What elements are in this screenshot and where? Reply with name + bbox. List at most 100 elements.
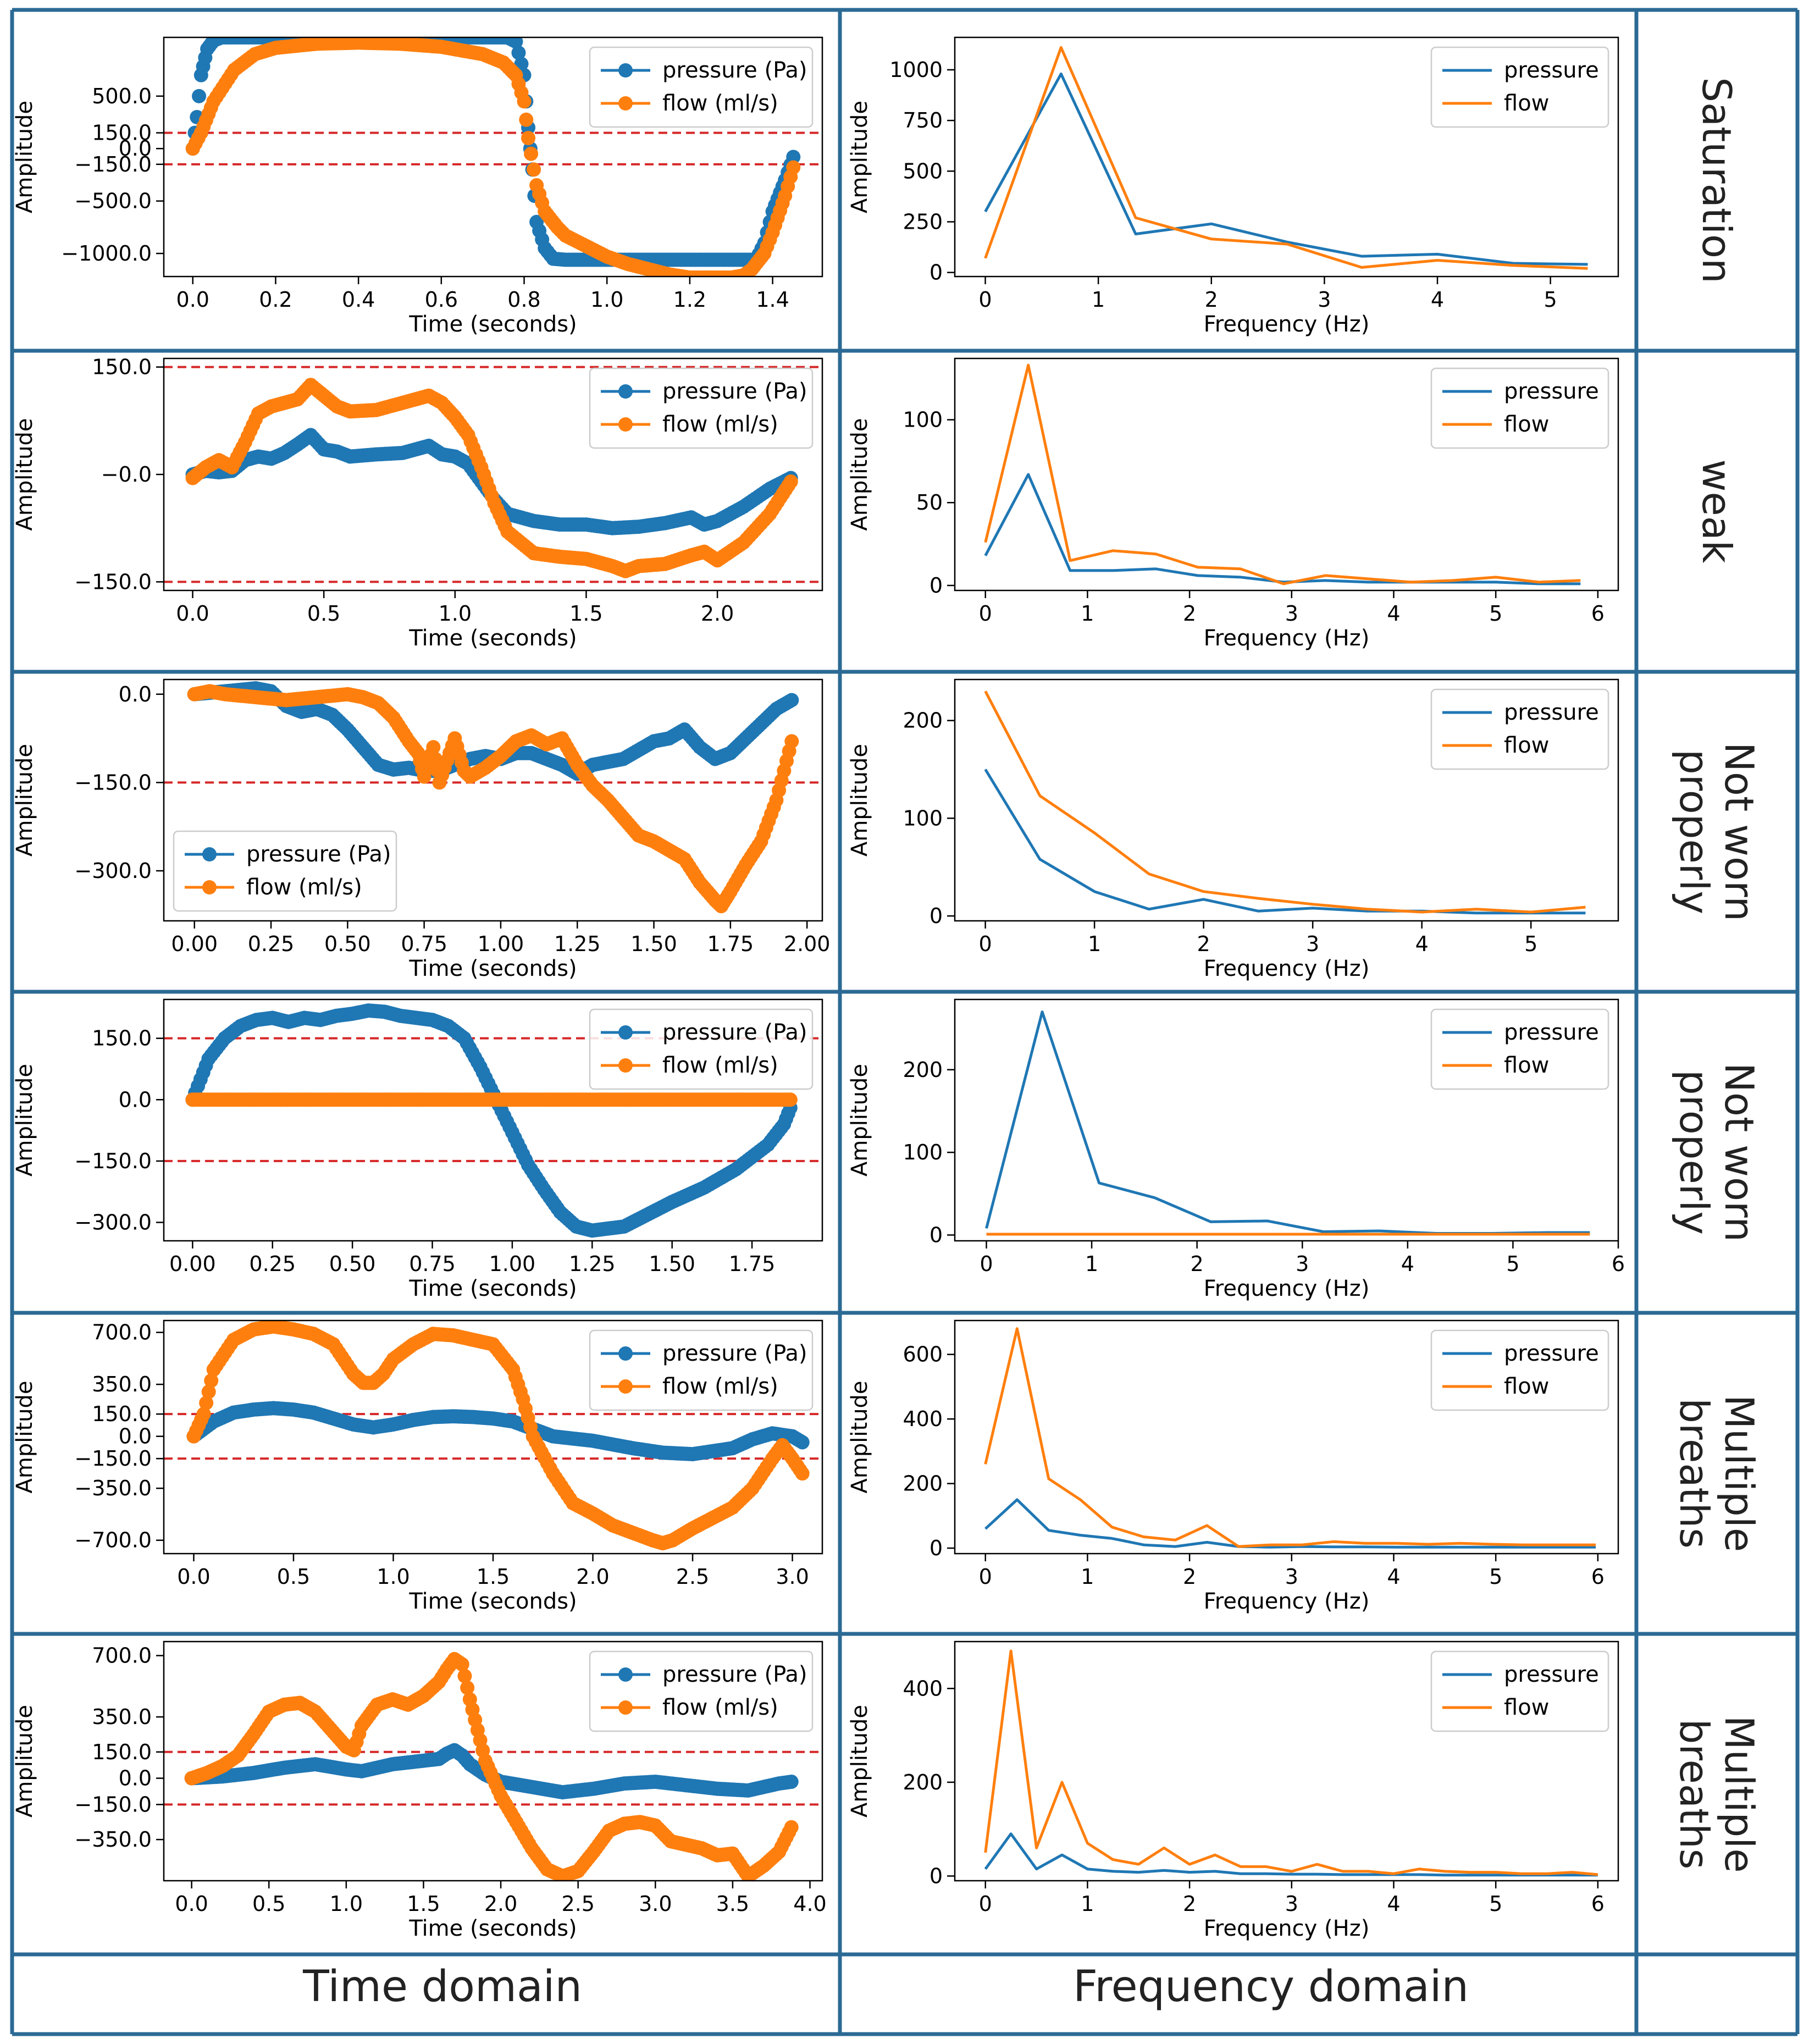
x-axis-label: Time (seconds) xyxy=(408,312,577,337)
legend-marker xyxy=(618,1667,633,1682)
x-axis-label: Time (seconds) xyxy=(408,1916,577,1941)
legend-box xyxy=(589,46,814,128)
legend: pressure (Pa) flow (ml/s) xyxy=(173,830,397,912)
y-tick-label: −350.0 xyxy=(74,1827,152,1852)
legend-label: pressure (Pa) xyxy=(662,1662,807,1687)
x-tick-label: 4 xyxy=(1415,932,1429,956)
x-tick-label: 0 xyxy=(979,601,992,626)
y-tick-label: 400 xyxy=(903,1676,943,1700)
freq-panel: 0 1 2 3 4 5 0 250 500 750 1000 Frequency (Hz) Amplit… xyxy=(847,36,1619,337)
y-tick-label: −500.0 xyxy=(74,189,152,213)
x-tick-label: 0 xyxy=(978,932,992,956)
plot-frame xyxy=(163,1319,823,1555)
y-axis-label: Amplitude xyxy=(12,1064,37,1176)
x-tick-label: 4 xyxy=(1387,1565,1400,1589)
x-tick-label: 1.00 xyxy=(478,932,524,956)
x-tick-label: 1.00 xyxy=(489,1252,536,1276)
y-tick-label: −700.0 xyxy=(74,1528,152,1553)
x-tick-label: 1.0 xyxy=(590,288,623,312)
y-tick-label: 700.0 xyxy=(92,1321,152,1345)
time-panel: 0.0 0.5 1.0 1.5 2.0 2.5 3.0700.0350.0150.00.0−… xyxy=(12,1319,823,1614)
x-tick-label: 1.0 xyxy=(439,601,472,626)
x-tick-label: 0.50 xyxy=(329,1252,376,1276)
y-tick-label: 200 xyxy=(903,709,943,733)
y-tick-label: 400 xyxy=(903,1407,943,1431)
y-tick-label: −350.0 xyxy=(74,1476,152,1500)
legend-label: pressure xyxy=(1504,700,1599,725)
y-tick-label: −1000.0 xyxy=(61,241,152,266)
x-axis-label: Time (seconds) xyxy=(408,956,577,981)
legend-marker xyxy=(618,417,633,432)
x-tick-label: 1.4 xyxy=(756,288,789,312)
data-point xyxy=(524,146,539,161)
x-tick-label: 4.0 xyxy=(793,1892,826,1916)
x-tick-label: 4 xyxy=(1387,601,1400,626)
row-label-line: Not worn xyxy=(1716,742,1762,921)
x-tick-label: 2 xyxy=(1191,1252,1204,1276)
legend: pressure flow xyxy=(1430,688,1609,770)
x-axis-label: Time (seconds) xyxy=(408,626,577,651)
y-tick-label: 200 xyxy=(903,1472,943,1496)
plot-frame xyxy=(954,1640,1619,1882)
x-tick-label: 5 xyxy=(1489,1892,1502,1916)
y-tick-label: −0.0 xyxy=(101,462,152,487)
x-tick-label: 4 xyxy=(1401,1252,1414,1276)
series-group xyxy=(984,46,1588,270)
y-axis-label: Amplitude xyxy=(12,744,37,857)
legend-box xyxy=(589,367,814,449)
legend-marker xyxy=(618,63,633,78)
plot-frame xyxy=(163,36,823,278)
y-tick-label: 200 xyxy=(903,1058,943,1082)
series-group xyxy=(985,1010,1590,1236)
legend-label: pressure xyxy=(1504,1341,1599,1366)
x-tick-label: 0.0 xyxy=(177,1565,210,1589)
x-tick-label: 3 xyxy=(1306,932,1319,956)
plot-frame xyxy=(954,36,1619,278)
legend-label: flow (ml/s) xyxy=(662,1374,778,1399)
legend-box xyxy=(1430,1008,1609,1090)
legend-label: flow xyxy=(1504,412,1549,437)
x-tick-label: 5 xyxy=(1506,1252,1519,1276)
y-tick-label: 100 xyxy=(903,806,943,830)
data-point xyxy=(428,752,443,766)
data-point xyxy=(783,1092,798,1107)
series-group xyxy=(984,363,1581,585)
legend-box xyxy=(1430,1329,1609,1411)
legend-marker xyxy=(618,1700,633,1715)
series-group xyxy=(984,1327,1596,1549)
legend: pressure flow xyxy=(1430,367,1609,449)
x-tick-label: 5 xyxy=(1489,1565,1502,1589)
x-tick-label: 0.75 xyxy=(409,1252,456,1276)
y-tick-label: 0.0 xyxy=(119,1424,152,1449)
y-tick-label: 350.0 xyxy=(92,1372,152,1396)
x-axis-label: Frequency (Hz) xyxy=(1204,1916,1370,1941)
y-tick-label: 0 xyxy=(930,261,943,285)
data-point xyxy=(457,1669,472,1683)
y-axis-label: Amplitude xyxy=(847,418,872,531)
data-point xyxy=(784,693,799,708)
legend-label: pressure xyxy=(1504,58,1599,83)
x-tick-label: 3.0 xyxy=(639,1892,672,1916)
row-label-line: breaths xyxy=(1671,1398,1717,1549)
data-point xyxy=(527,162,541,177)
y-tick-label: 0 xyxy=(930,1864,943,1888)
legend-label: flow xyxy=(1504,1053,1549,1078)
x-tick-label: 0.8 xyxy=(507,288,540,312)
y-tick-label: 500 xyxy=(903,159,943,183)
legend: pressure flow xyxy=(1430,1008,1609,1090)
freq-panel: 0 1 2 3 4 5 6 0 50 100 Frequency (Hz) Amplitude pres… xyxy=(847,357,1619,651)
x-tick-label: 0 xyxy=(980,1252,993,1276)
series-group xyxy=(984,690,1586,915)
data-point xyxy=(784,1774,799,1789)
legend-box xyxy=(1430,1650,1609,1732)
row-label-line: Multiple xyxy=(1716,1716,1762,1873)
data-point xyxy=(201,1384,216,1399)
legend-label: pressure (Pa) xyxy=(662,58,807,83)
y-tick-label: 350.0 xyxy=(92,1705,152,1729)
x-tick-label: 6 xyxy=(1612,1252,1625,1276)
x-axis-label: Frequency (Hz) xyxy=(1204,312,1370,337)
y-tick-label: 100 xyxy=(903,1140,943,1164)
